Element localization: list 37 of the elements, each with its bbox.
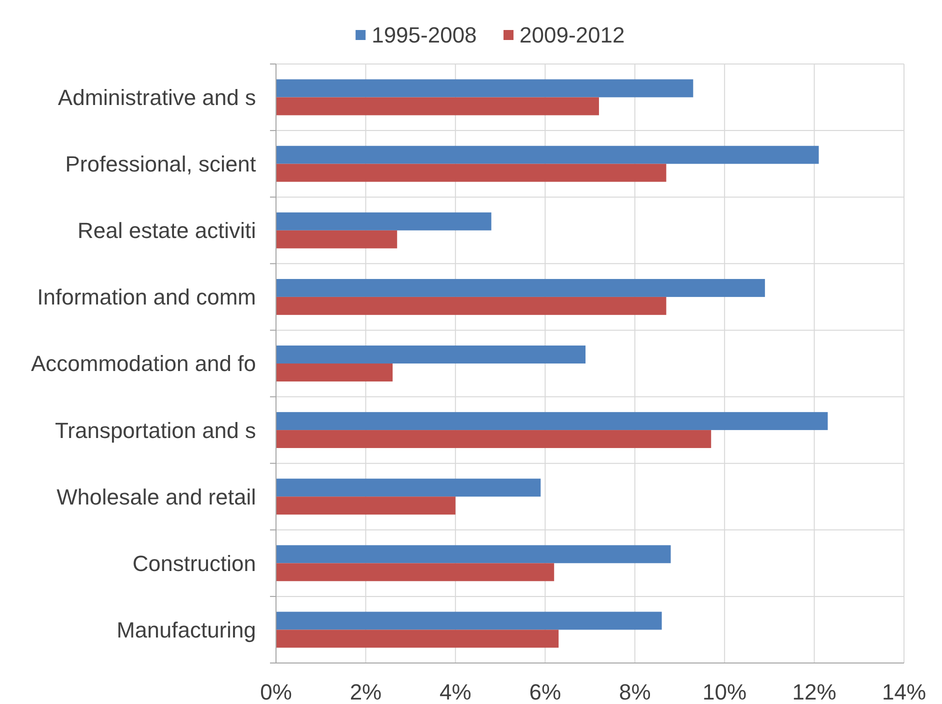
bar — [276, 478, 541, 497]
legend-label: 1995-2008 — [372, 22, 477, 48]
legend-label: 2009-2012 — [520, 22, 625, 48]
y-tick-label: Accommodation and fo — [30, 351, 256, 376]
y-tick-label: Transportation and s — [55, 418, 256, 443]
bar — [276, 278, 765, 297]
bar — [276, 164, 666, 182]
bar — [276, 146, 819, 164]
bar — [276, 296, 666, 315]
y-tick-label: Administrative and s — [58, 84, 256, 110]
bar — [276, 79, 694, 98]
bar — [276, 545, 671, 564]
y-tick-label: Manufacturing — [116, 617, 256, 642]
x-tick-label: 4% — [440, 680, 472, 704]
bar — [276, 212, 492, 230]
x-tick-label: 2% — [350, 680, 382, 704]
y-tick-label: Real estate activiti — [77, 218, 256, 244]
x-tick-label: 10% — [702, 680, 747, 704]
y-tick-label: Wholesale and retail — [56, 484, 256, 510]
y-tick-label: Construction — [132, 550, 256, 576]
bar — [276, 230, 398, 248]
bar — [276, 496, 456, 515]
bar — [276, 612, 662, 630]
x-tick-label: 0% — [260, 680, 292, 704]
bar — [276, 364, 393, 382]
bar — [276, 412, 828, 430]
bar — [276, 97, 599, 116]
bar — [276, 630, 559, 648]
bar — [276, 346, 586, 364]
x-tick-label: 12% — [792, 680, 836, 704]
x-tick-label: 6% — [529, 680, 562, 704]
x-tick-label: 14% — [882, 680, 926, 704]
bar — [276, 563, 554, 582]
bar — [276, 430, 712, 448]
y-tick-label: Information and comm — [37, 284, 256, 310]
x-tick-label: 8% — [618, 680, 651, 704]
y-tick-label: Professional, scient — [65, 152, 256, 177]
